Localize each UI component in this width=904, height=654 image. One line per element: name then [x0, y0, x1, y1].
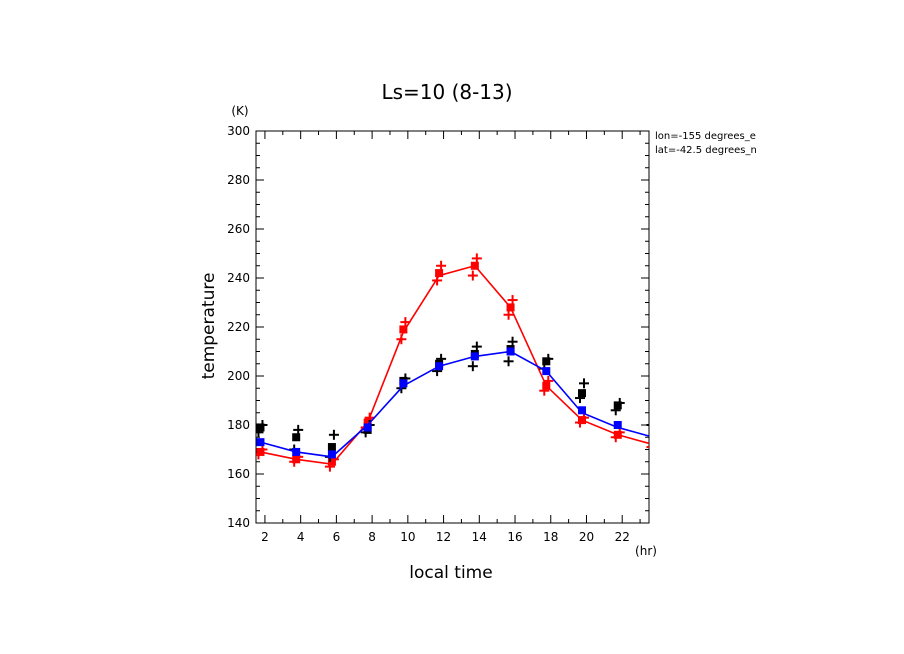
data-point [363, 418, 372, 427]
x-tick-label: 14 [472, 530, 487, 544]
data-point [613, 421, 622, 429]
annotation-lat: lat=-42.5 degrees_n [655, 145, 757, 156]
x-tick-label: 6 [333, 530, 341, 544]
data-point [506, 347, 515, 356]
x-tick-label: 16 [507, 530, 522, 544]
annotation-lon: lon=-155 degrees_e [655, 131, 756, 142]
data-point [506, 303, 515, 312]
data-point [470, 261, 479, 270]
data-point [542, 367, 551, 376]
x-tick-label: 8 [368, 530, 376, 544]
y-tick-label: 280 [227, 173, 250, 187]
data-point [578, 416, 587, 425]
series-line [260, 350, 649, 458]
data-point [470, 352, 479, 361]
data-point [256, 438, 265, 447]
data-point [542, 357, 551, 366]
y-tick-label: 260 [227, 222, 250, 236]
chart-title: Ls=10 (8-13) [381, 80, 512, 104]
x-tick-label: 4 [297, 530, 305, 544]
data-point [542, 381, 551, 390]
series-0 [256, 253, 657, 472]
data-point [292, 447, 301, 456]
y-tick-label: 200 [227, 369, 250, 383]
plot-frame [255, 130, 650, 524]
data-point [256, 423, 265, 432]
data-point [327, 457, 336, 466]
y-tick-label: 220 [227, 320, 250, 334]
data-point [649, 419, 657, 427]
data-point [327, 450, 336, 459]
data-point [292, 455, 301, 464]
data-point [578, 389, 587, 398]
data-point [363, 423, 372, 432]
data-point [399, 325, 408, 334]
series-2 [256, 347, 657, 459]
data-point [613, 430, 622, 439]
y-tick-label: 160 [227, 467, 250, 481]
x-tick-label: 2 [261, 530, 269, 544]
series-1 [256, 336, 657, 462]
y-tick-label: 180 [227, 418, 250, 432]
series-line [260, 264, 649, 466]
data-point [256, 447, 265, 456]
x-axis-title: local time [409, 563, 492, 583]
y-tick-label: 240 [227, 271, 250, 285]
data-point [327, 443, 336, 452]
data-point [292, 433, 301, 442]
y-unit-label: (K) [231, 104, 248, 118]
data-point [435, 362, 444, 371]
x-tick-label: 10 [400, 530, 415, 544]
plot-area [256, 253, 657, 472]
y-axis-title: temperature [199, 273, 219, 380]
data-point [613, 401, 622, 410]
x-tick-label: 22 [615, 530, 630, 544]
y-tick-label: 300 [227, 124, 250, 138]
series-group [256, 253, 657, 472]
x-tick-label: 18 [543, 530, 558, 544]
data-point [399, 379, 408, 388]
data-point [649, 441, 657, 449]
y-tick-label: 140 [227, 516, 250, 530]
x-unit-label: (hr) [635, 544, 657, 558]
x-tick-label: 20 [579, 530, 594, 544]
axes: 2 4 6 8 10 12 14 16 18 20 22 140 160 180 200 220 240 260 2… [227, 124, 650, 544]
data-point [435, 269, 444, 278]
data-point [649, 431, 657, 439]
data-point [578, 406, 587, 415]
x-tick-label: 12 [436, 530, 451, 544]
